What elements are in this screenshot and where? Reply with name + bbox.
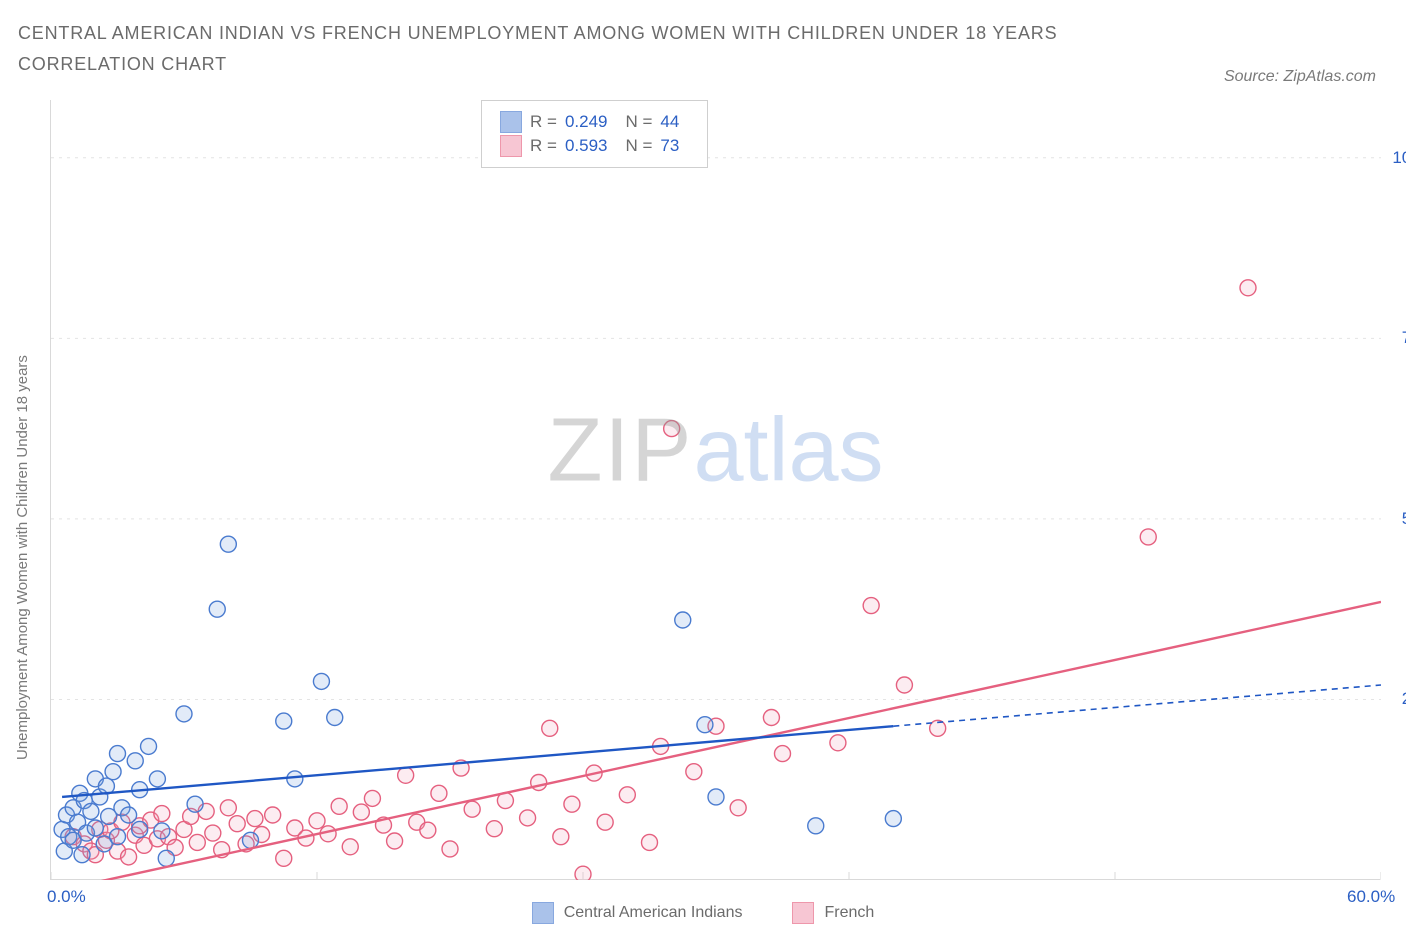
swatch-cai (500, 111, 522, 133)
swatch-french (792, 902, 814, 924)
source-label: Source: ZipAtlas.com (1224, 68, 1376, 86)
chart-title: CENTRAL AMERICAN INDIAN VS FRENCH UNEMPL… (18, 18, 1118, 79)
n-value-french: 73 (660, 136, 679, 156)
y-axis-label: Unemployment Among Women with Children U… (14, 355, 31, 760)
n-label: N = (625, 112, 652, 132)
y-tick-label: 50.0% (1402, 509, 1406, 529)
legend-item-french: French (792, 902, 874, 924)
legend-label-french: French (824, 904, 874, 922)
r-value-french: 0.593 (565, 136, 608, 156)
swatch-french (500, 135, 522, 157)
legend-label-cai: Central American Indians (564, 904, 743, 922)
chart-svg (51, 100, 1381, 880)
swatch-cai (532, 902, 554, 924)
r-value-cai: 0.249 (565, 112, 608, 132)
y-tick-label: 25.0% (1402, 689, 1406, 709)
plot-area: ZIPatlas R = 0.249 N = 44 R = 0.593 N = … (50, 100, 1380, 880)
r-label: R = (530, 136, 557, 156)
stats-legend: R = 0.249 N = 44 R = 0.593 N = 73 (481, 100, 708, 168)
n-value-cai: 44 (660, 112, 679, 132)
stats-row-cai: R = 0.249 N = 44 (500, 111, 689, 133)
bottom-legend: Central American Indians French (0, 902, 1406, 924)
r-label: R = (530, 112, 557, 132)
legend-item-cai: Central American Indians (532, 902, 743, 924)
stats-row-french: R = 0.593 N = 73 (500, 135, 689, 157)
y-tick-label: 100.0% (1392, 148, 1406, 168)
n-label: N = (625, 136, 652, 156)
y-tick-label: 75.0% (1402, 328, 1406, 348)
